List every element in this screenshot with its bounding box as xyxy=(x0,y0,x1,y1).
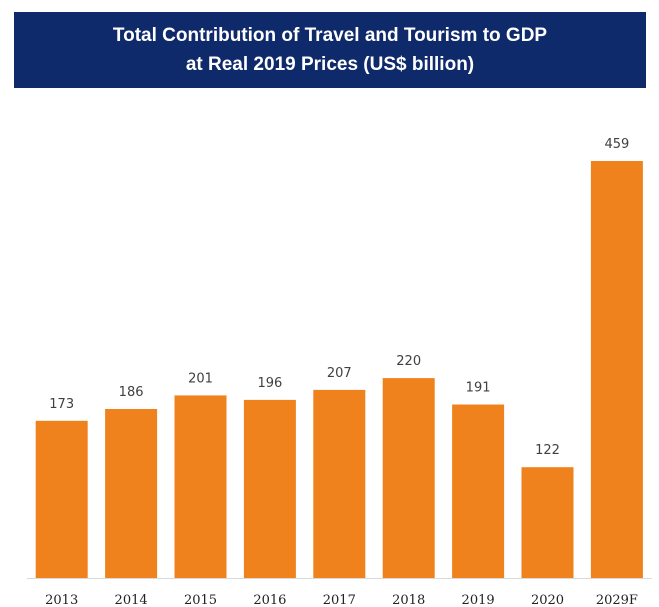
x-tick-2017: 2017 xyxy=(323,593,356,607)
data-label-2015: 201 xyxy=(188,371,213,386)
x-tick-2014: 2014 xyxy=(115,593,148,607)
x-tick-2013: 2013 xyxy=(45,593,78,607)
chart-title-line-1: Total Contribution of Travel and Tourism… xyxy=(112,25,548,46)
bar-2015 xyxy=(174,395,227,578)
data-label-2019: 191 xyxy=(466,381,491,396)
bar-2019 xyxy=(452,404,505,578)
bar-2018 xyxy=(382,378,435,578)
data-label-2016: 196 xyxy=(257,376,282,391)
x-tick-2016: 2016 xyxy=(253,593,286,607)
data-label-2014: 186 xyxy=(119,385,144,400)
data-label-2013: 173 xyxy=(49,397,74,412)
data-label-2029F: 459 xyxy=(604,137,629,152)
chart-title-banner: Total Contribution of Travel and Tourism… xyxy=(14,12,646,88)
x-tick-2018: 2018 xyxy=(392,593,425,607)
data-label-2020: 122 xyxy=(535,443,560,458)
bars-group xyxy=(35,161,643,578)
bar-2029F xyxy=(590,161,643,578)
x-tick-2020: 2020 xyxy=(531,593,564,607)
bar-2013 xyxy=(35,420,88,578)
bar-2020 xyxy=(521,467,574,578)
x-tick-2019: 2019 xyxy=(462,593,495,607)
x-tick-2029F: 2029F xyxy=(596,593,638,607)
bar-2016 xyxy=(243,399,296,578)
value-labels-group: 173 186 201 196 207 220 191 122 459 xyxy=(49,137,629,458)
bar-2014 xyxy=(105,409,158,578)
data-label-2018: 220 xyxy=(396,354,421,369)
x-tick-labels-group: 2013 2014 2015 2016 2017 2018 2019 2020 2029F xyxy=(45,593,638,607)
bar-2017 xyxy=(313,389,366,578)
x-tick-2015: 2015 xyxy=(184,593,217,607)
data-label-2017: 207 xyxy=(327,366,352,381)
chart-title-line-2: at Real 2019 Prices (US$ billion) xyxy=(185,54,475,75)
